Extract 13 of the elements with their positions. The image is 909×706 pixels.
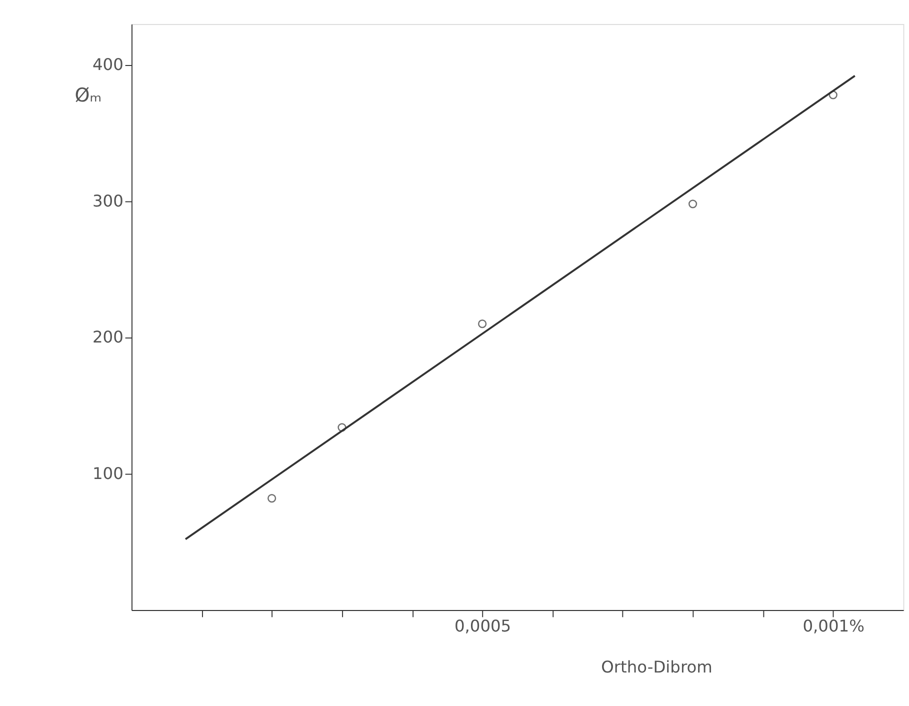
y-tick-label: 100 [92, 464, 124, 483]
point [828, 90, 838, 100]
point [338, 423, 346, 432]
x-tick-label: 0,0005 [454, 616, 512, 636]
y-tick-label: 400 [92, 55, 124, 74]
point [268, 494, 276, 503]
x-axis-title: Ortho-Dibrom [601, 657, 712, 676]
y-axis-title: Øₘ [74, 84, 102, 107]
x-tick-label: 0,001% [802, 616, 864, 636]
y-tick-label: 300 [92, 191, 124, 210]
point [688, 200, 698, 208]
y-tick-label: 200 [92, 328, 124, 347]
point [478, 320, 487, 328]
